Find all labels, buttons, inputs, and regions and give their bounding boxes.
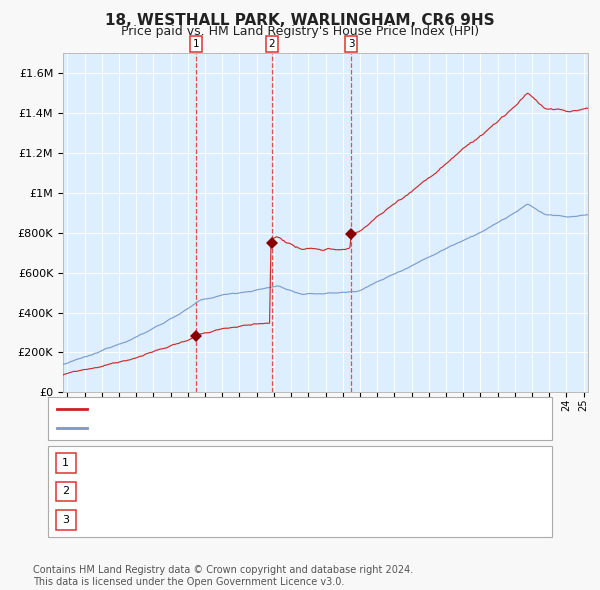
Text: 50% ↑ HPI: 50% ↑ HPI (390, 513, 452, 526)
Text: 18, WESTHALL PARK, WARLINGHAM, CR6 9HS: 18, WESTHALL PARK, WARLINGHAM, CR6 9HS (105, 13, 495, 28)
Text: 29-SEP-2011: 29-SEP-2011 (99, 513, 174, 526)
Text: £750,000: £750,000 (276, 485, 332, 498)
Text: HPI: Average price, detached house, Tandridge: HPI: Average price, detached house, Tand… (93, 422, 337, 432)
Text: £795,000: £795,000 (276, 513, 332, 526)
Text: 30% ↓ HPI: 30% ↓ HPI (390, 457, 452, 470)
Text: 3: 3 (348, 39, 355, 49)
Text: 2: 2 (268, 39, 275, 49)
Text: Contains HM Land Registry data © Crown copyright and database right 2024.
This d: Contains HM Land Registry data © Crown c… (33, 565, 413, 587)
Text: Price paid vs. HM Land Registry's House Price Index (HPI): Price paid vs. HM Land Registry's House … (121, 25, 479, 38)
Text: 14-FEB-2007: 14-FEB-2007 (99, 485, 175, 498)
Text: £280,000: £280,000 (276, 457, 332, 470)
Text: 3: 3 (62, 515, 69, 525)
Text: 53% ↑ HPI: 53% ↑ HPI (390, 485, 452, 498)
Text: 1: 1 (62, 458, 69, 468)
Text: 04-OCT-2002: 04-OCT-2002 (99, 457, 176, 470)
Text: 1: 1 (193, 39, 200, 49)
Text: 2: 2 (62, 487, 69, 496)
Text: 18, WESTHALL PARK, WARLINGHAM, CR6 9HS (detached house): 18, WESTHALL PARK, WARLINGHAM, CR6 9HS (… (93, 404, 425, 414)
